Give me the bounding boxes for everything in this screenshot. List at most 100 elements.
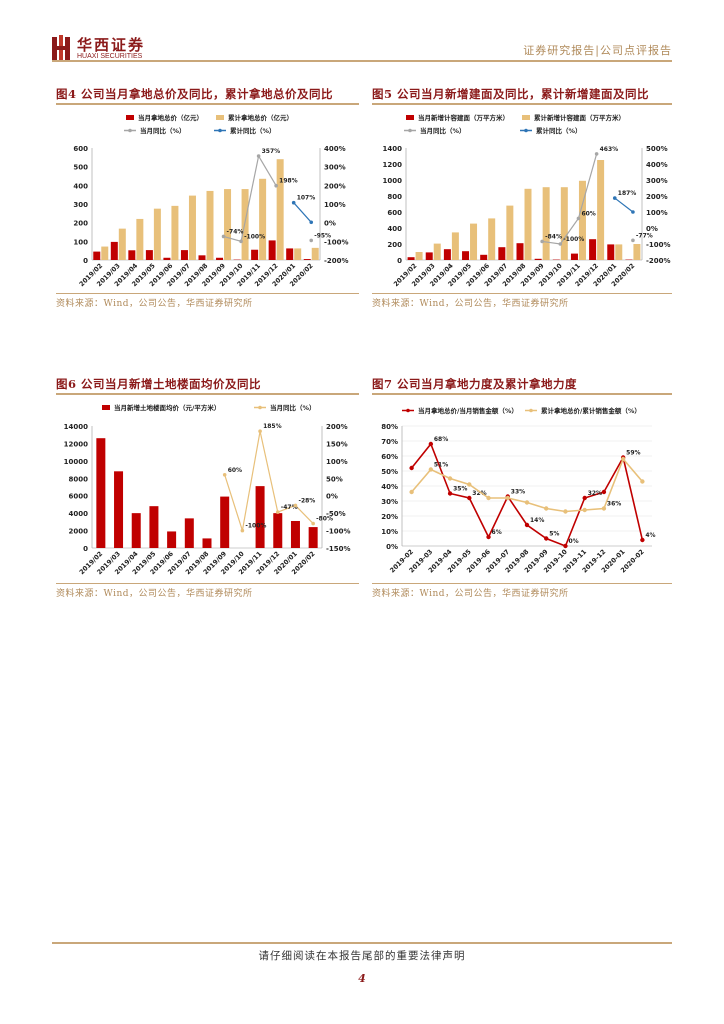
data-point — [582, 495, 587, 501]
data-point — [409, 465, 414, 471]
bar — [206, 190, 214, 260]
legend-marker — [218, 128, 222, 133]
y-right-tick-label: 300% — [646, 177, 668, 185]
data-point — [274, 183, 278, 188]
data-label: -100% — [563, 236, 584, 243]
y-left-tick-label: 10000 — [64, 458, 88, 466]
fig4-source-divider — [56, 293, 359, 294]
bar — [220, 496, 230, 548]
data-point — [258, 429, 262, 434]
data-point — [631, 210, 635, 214]
bar — [524, 188, 532, 260]
y-right-tick-label: -200% — [324, 257, 349, 265]
bar — [131, 513, 141, 548]
huaxi-logo-icon — [52, 35, 70, 61]
data-point — [309, 238, 314, 243]
bar — [286, 248, 294, 260]
data-point — [544, 506, 549, 511]
y-left-tick-label: 800 — [387, 193, 402, 201]
data-label: -100% — [245, 523, 266, 530]
data-point — [612, 196, 617, 200]
data-point — [631, 238, 635, 243]
data-label: 5% — [549, 531, 559, 538]
y-left-tick-label: 100 — [73, 238, 88, 246]
y-right-tick-label: 100% — [646, 209, 668, 217]
header-divider — [52, 60, 672, 62]
logo-chinese-name: 华西证券 — [77, 36, 146, 54]
y-left-tick-label: 1200 — [383, 161, 403, 169]
bar — [534, 258, 542, 260]
data-label: -95% — [314, 232, 331, 239]
data-label: -77% — [636, 232, 653, 239]
legend-label: 当月新增土地楼面均价（元/平方米） — [114, 403, 220, 412]
bar — [128, 250, 136, 260]
data-label: -84% — [545, 233, 562, 240]
y-right-tick-label: -50% — [326, 510, 346, 518]
fig6-source-divider — [56, 583, 359, 584]
data-label: 4% — [645, 532, 655, 539]
report-type-label: 证券研究报告|公司点评报告 — [523, 44, 672, 57]
data-label: 60% — [581, 210, 595, 217]
data-point — [409, 489, 414, 495]
fig7-chart: 0%10%20%30%40%50%60%70%80%2019-022019-03… — [381, 406, 655, 575]
y-left-tick-label: 14000 — [64, 423, 88, 431]
legend-marker — [128, 128, 132, 133]
data-label: 59% — [626, 450, 640, 457]
fig4-source: 资料来源：Wind，公司公告，华西证券研究所 — [56, 299, 253, 309]
data-point — [256, 154, 261, 158]
data-point — [467, 495, 472, 501]
series-line — [293, 202, 312, 223]
fig5-source: 资料来源：Wind，公司公告，华西证券研究所 — [372, 299, 569, 309]
bar — [145, 250, 153, 260]
y-right-tick-label: 100% — [324, 201, 346, 209]
data-point — [544, 536, 549, 541]
data-point — [640, 537, 645, 543]
bar — [167, 531, 177, 548]
legend-label: 当月拿地总价/当月销售金额（%） — [418, 406, 518, 415]
y-left-tick-label: 10% — [381, 528, 398, 536]
y-left-tick-label: 300 — [73, 201, 88, 209]
bar — [433, 243, 441, 260]
data-point — [601, 506, 607, 511]
legend-marker — [406, 408, 410, 413]
y-left-tick-label: 200 — [73, 220, 88, 228]
legend-label: 当月新增计容建面（万平方米） — [418, 113, 509, 122]
footer-divider — [52, 942, 672, 944]
data-point — [428, 441, 434, 447]
bar — [171, 205, 179, 260]
y-right-tick-label: -100% — [326, 528, 351, 536]
bar — [259, 178, 267, 260]
bar — [516, 243, 524, 260]
fig6-source: 资料来源：Wind，公司公告，华西证券研究所 — [56, 589, 253, 599]
data-point — [582, 507, 587, 513]
y-left-tick-label: 0 — [397, 257, 402, 265]
bar — [506, 205, 514, 260]
bar — [425, 252, 433, 260]
bar — [570, 253, 578, 260]
bar — [251, 249, 259, 260]
data-point — [505, 495, 510, 501]
y-left-tick-label: 50% — [381, 468, 398, 476]
bar — [110, 241, 118, 260]
data-label: 463% — [600, 146, 619, 153]
bar — [276, 159, 284, 260]
legend-label: 当月拿地总价（亿元） — [138, 113, 203, 122]
bar — [311, 247, 319, 260]
y-right-tick-label: 500% — [646, 145, 668, 153]
bar — [101, 246, 109, 260]
legend-label: 当月同比（%） — [270, 403, 316, 412]
y-right-tick-label: -200% — [646, 257, 671, 265]
bar — [462, 251, 470, 260]
data-label: 6% — [492, 529, 502, 536]
data-point — [311, 521, 315, 526]
fig6-title: 图6 公司当月新增土地楼面均价及同比 — [56, 377, 262, 391]
y-left-tick-label: 12000 — [64, 440, 88, 448]
fig7-source-divider — [372, 583, 672, 584]
data-point — [221, 234, 226, 239]
data-label: 32% — [588, 490, 602, 497]
bar — [308, 527, 318, 548]
y-left-tick-label: 0 — [83, 545, 88, 553]
data-point — [222, 473, 227, 477]
data-point — [275, 510, 280, 514]
y-left-tick-label: 4000 — [69, 510, 89, 518]
